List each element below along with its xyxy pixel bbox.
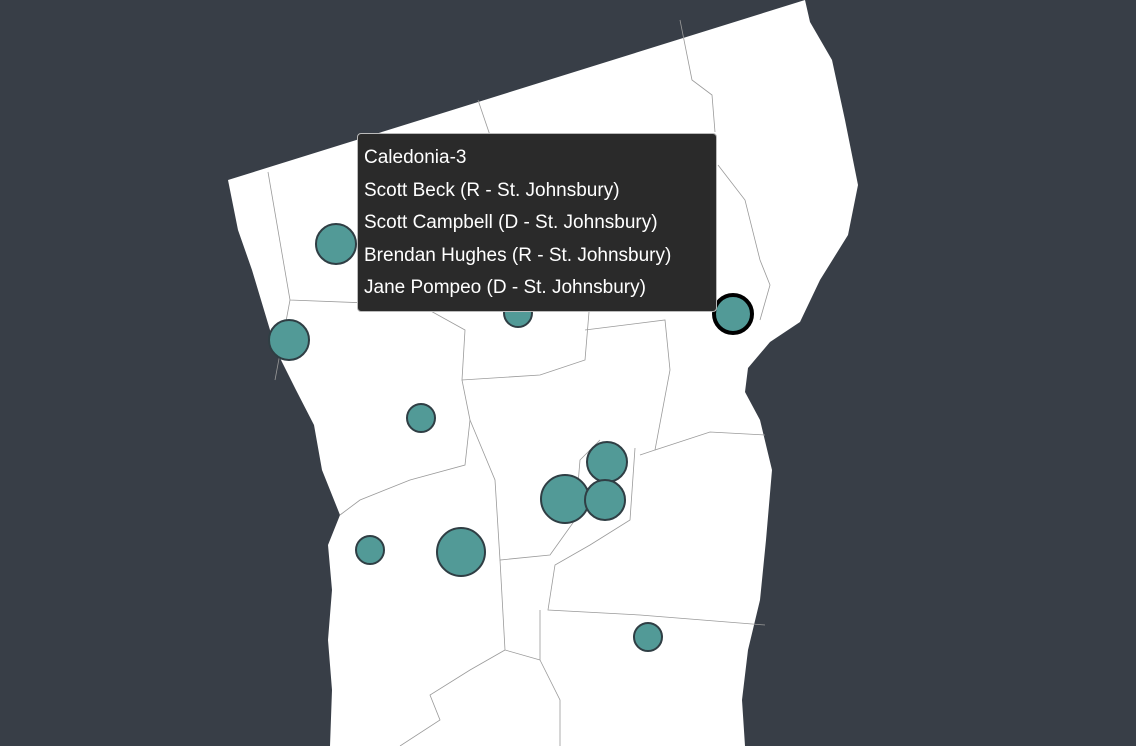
district-marker[interactable] [315,223,357,265]
tooltip-line: Jane Pompeo (D - St. Johnsbury) [364,277,646,298]
tooltip-title: Caledonia-3 [364,147,467,168]
district-marker[interactable] [406,403,436,433]
tooltip: Caledonia-3 Scott Beck (R - St. Johnsbur… [357,133,717,312]
district-marker[interactable] [586,441,628,483]
marker-layer [268,223,754,652]
district-marker[interactable] [540,474,590,524]
district-boundaries [267,19,771,746]
district-marker[interactable] [436,527,486,577]
district-marker[interactable] [355,535,385,565]
tooltip-line: Brendan Hughes (R - St. Johnsbury) [364,244,672,266]
district-marker[interactable] [268,319,310,361]
district-marker-selected[interactable] [712,293,754,335]
tooltip-line: Scott Campbell (D - St. Johnsbury) [364,212,658,233]
district-marker[interactable] [584,479,626,521]
tooltip-line: Scott Beck (R - St. Johnsbury) [364,179,620,201]
state-land [228,0,1136,746]
district-marker[interactable] [633,622,663,652]
